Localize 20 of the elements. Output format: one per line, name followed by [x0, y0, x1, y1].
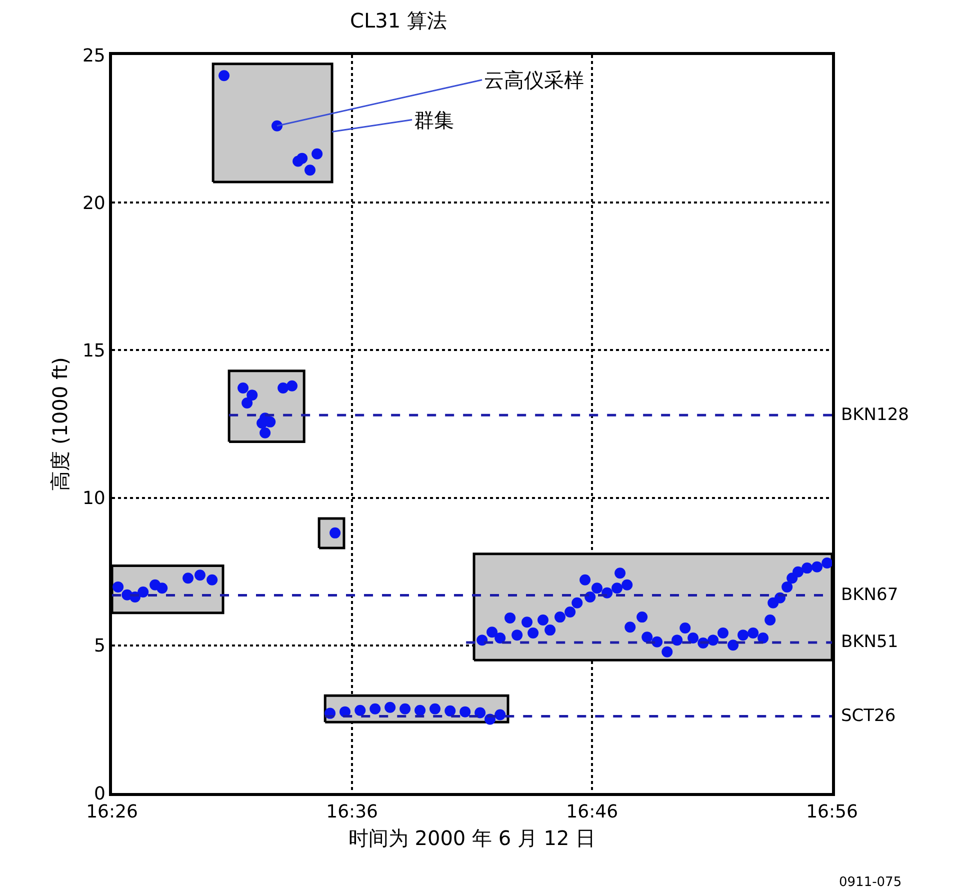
annotation: 云高仪采样 — [484, 68, 584, 92]
text: 0911-075 — [839, 875, 902, 890]
y-tick-label: 15 — [82, 340, 106, 362]
y-tick-label: 20 — [82, 192, 106, 214]
y-tick-label: 10 — [82, 488, 106, 510]
series-label: BKN128 — [841, 405, 909, 425]
x-tick-label: 16:36 — [326, 802, 378, 823]
series-label: BKN67 — [841, 585, 898, 605]
x-tick-label: 16:56 — [806, 802, 858, 823]
x-axis-title: 时间为 2000 年 6 月 12 日 — [348, 826, 596, 850]
y-axis-title: 高度 (1000 ft) — [48, 357, 72, 491]
y-tick-label: 25 — [82, 45, 106, 66]
annotation: 群集 — [414, 108, 454, 132]
x-tick-label: 16:26 — [86, 802, 138, 823]
y-tick-label: 0 — [94, 783, 106, 804]
series-label: BKN51 — [841, 632, 898, 652]
y-tick-label: 5 — [94, 636, 106, 657]
chart-title: CL31 算法 — [350, 8, 447, 32]
series-label: SCT26 — [841, 706, 896, 726]
x-tick-label: 16:46 — [566, 802, 618, 823]
